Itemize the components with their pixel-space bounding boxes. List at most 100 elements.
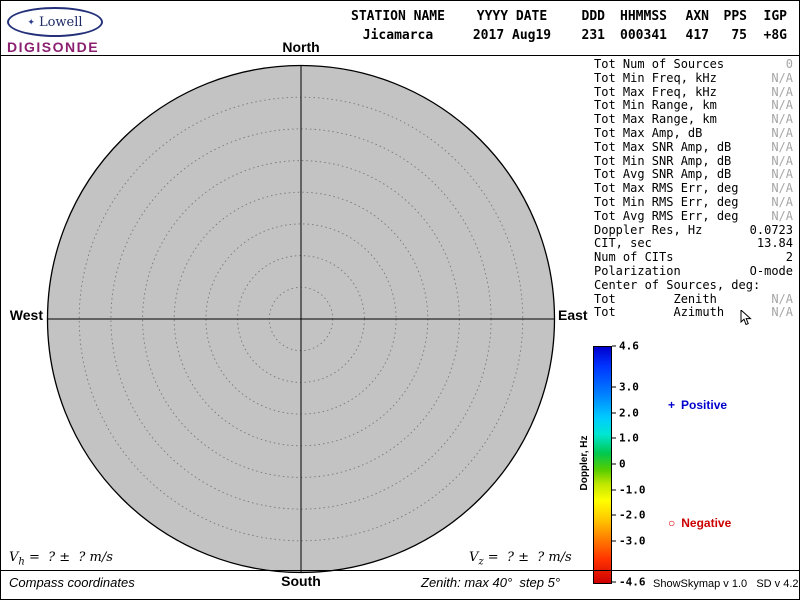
stat-value: N/A xyxy=(771,139,793,154)
header-value: +8G xyxy=(763,28,787,43)
stat-label: Tot Min SNR Amp, dB xyxy=(594,153,732,168)
stat-label: Tot Min Range, km xyxy=(594,98,717,113)
colorbar-tick: 4.6 xyxy=(612,340,639,353)
legend-negative-label: Negative xyxy=(681,516,732,530)
stat-label: Tot Avg RMS Err, deg xyxy=(594,208,739,223)
tick-mark xyxy=(612,514,616,516)
stat-label: Center of Sources, deg: xyxy=(594,277,761,292)
tick-label: 1.0 xyxy=(619,431,639,445)
stat-value: N/A xyxy=(771,208,793,223)
stat-value: N/A xyxy=(771,167,793,182)
stat-label: Tot Zenith xyxy=(594,291,717,306)
stat-row: Polarization O-mode xyxy=(594,263,793,279)
colorbar-tick: 1.0 xyxy=(612,432,639,445)
stat-value: N/A xyxy=(771,98,793,113)
tick-mark xyxy=(612,581,616,583)
colorbar-title: Doppler, Hz xyxy=(579,435,590,491)
header-label: DDD xyxy=(581,9,605,24)
header-col-time: HHMMSS 000341 xyxy=(605,9,667,44)
stat-row: Tot Max SNR Amp, dB N/A xyxy=(594,139,793,155)
colorbar-tick: 2.0 xyxy=(612,406,639,419)
stats-panel: Tot Num of Sources 0 Tot Min Freq, kHz N/A… xyxy=(594,57,793,320)
stat-row: Tot Avg RMS Err, deg N/A xyxy=(594,208,793,224)
stat-row: Center of Sources, deg: xyxy=(594,277,793,293)
tick-mark xyxy=(612,463,616,465)
stat-row: Tot Azimuth N/A xyxy=(594,306,793,320)
header-value: 231 xyxy=(581,28,605,43)
stat-row: Tot Min RMS Err, deg N/A xyxy=(594,194,793,210)
tick-label: -2.0 xyxy=(619,508,646,522)
header-label: HHMMSS xyxy=(620,9,667,24)
stat-row: Doppler Res, Hz 0.0723 xyxy=(594,222,793,238)
lowell-logo: ✦ Lowell DIGISONDE xyxy=(7,7,117,55)
tick-label: 2.0 xyxy=(619,406,639,420)
tick-label: 4.6 xyxy=(619,339,639,353)
stat-value: 2 xyxy=(785,250,793,265)
vz-symbol: V xyxy=(469,550,479,565)
header-col-igp: IGP +8G xyxy=(747,9,787,44)
compass-label-west: West xyxy=(9,307,43,323)
colorbar-ticks: 4.6 3.0 2.0 1.0 0 -1.0 -2.0 -3.0 -4.6 xyxy=(612,340,656,589)
header-col-date: YYYY DATE 2017 Aug19 xyxy=(459,9,565,44)
vh-value: = ? ± ? m/s xyxy=(24,550,113,565)
header-divider xyxy=(1,55,799,56)
stat-row: CIT, sec 13.84 xyxy=(594,237,793,251)
tick-mark xyxy=(612,540,616,542)
version-text: ShowSkymap v 1.0 SD v 4.2 xyxy=(653,578,799,590)
colorbar-tick: -4.6 xyxy=(612,576,646,589)
stat-label: Tot Min RMS Err, deg xyxy=(594,194,739,209)
stat-value: N/A xyxy=(771,153,793,168)
circle-marker-icon: ○ xyxy=(668,516,676,530)
skymap-plot xyxy=(46,64,556,574)
stat-value: O-mode xyxy=(749,263,793,278)
compass-label-east: East xyxy=(558,307,588,323)
colorbar-tick: 3.0 xyxy=(612,381,639,394)
stat-row: Num of CITs 2 xyxy=(594,250,793,265)
header-label: AXN xyxy=(685,9,709,24)
stat-label: CIT, sec xyxy=(594,236,652,251)
logo-brand: Lowell xyxy=(38,14,83,30)
vh-readout: Vh = ? ± ? m/s xyxy=(9,550,113,568)
tick-label: 3.0 xyxy=(619,380,639,394)
tick-label: -3.0 xyxy=(619,534,646,548)
stat-row: Tot Min Freq, kHz N/A xyxy=(594,70,793,86)
stat-row: Tot Avg SNR Amp, dB N/A xyxy=(594,168,793,182)
stat-value: N/A xyxy=(771,194,793,209)
stat-value: 0.0723 xyxy=(749,222,793,237)
tick-mark xyxy=(612,345,616,347)
stat-row: Tot Min Range, km N/A xyxy=(594,99,793,113)
stat-row: Tot Max Freq, kHz N/A xyxy=(594,85,793,100)
plus-marker-icon: + xyxy=(668,398,676,412)
stat-value: N/A xyxy=(771,305,793,320)
header-label: YYYY DATE xyxy=(476,9,548,24)
header-label: STATION NAME xyxy=(351,9,445,24)
stat-row: Tot Num of Sources 0 xyxy=(594,57,793,72)
stat-row: Tot Min SNR Amp, dB N/A xyxy=(594,153,793,169)
header-value: 2017 Aug19 xyxy=(472,28,552,43)
stat-value: N/A xyxy=(771,112,793,127)
stat-label: Tot Azimuth xyxy=(594,305,725,320)
stat-value: N/A xyxy=(771,181,793,196)
stat-label: Doppler Res, Hz xyxy=(594,222,703,237)
stat-label: Tot Min Freq, kHz xyxy=(594,70,717,85)
stat-value: N/A xyxy=(771,291,793,306)
compass-label-north: North xyxy=(282,39,320,55)
tick-label: 0 xyxy=(619,457,626,471)
tick-label: -1.0 xyxy=(619,483,646,497)
stat-label: Tot Max Range, km xyxy=(594,112,717,127)
stat-value: 13.84 xyxy=(756,236,793,251)
stat-row: Tot Zenith N/A xyxy=(594,291,793,307)
stat-label: Tot Max RMS Err, deg xyxy=(594,181,739,196)
header-table: STATION NAME Jicamarca YYYY DATE 2017 Au… xyxy=(337,9,787,44)
mouse-cursor-icon xyxy=(740,310,752,326)
stat-label: Polarization xyxy=(594,263,681,278)
tick-mark xyxy=(612,489,616,491)
logo-product: DIGISONDE xyxy=(7,39,100,55)
tick-mark xyxy=(612,386,616,388)
header-value: Jicamarca xyxy=(362,28,434,43)
stat-row: Tot Max Amp, dB N/A xyxy=(594,126,793,141)
colorbar-tick: -2.0 xyxy=(612,509,646,522)
doppler-colorbar xyxy=(593,346,612,584)
colorbar-tick: 0 xyxy=(612,458,626,471)
